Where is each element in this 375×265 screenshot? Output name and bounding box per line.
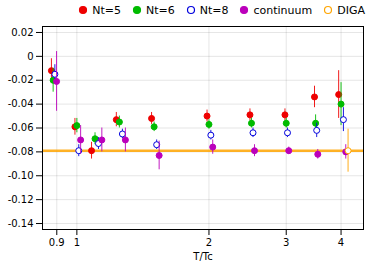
html-text:Nt=6: Nt=6 <box>146 3 175 17</box>
svg-text:0.02: 0.02 <box>11 27 33 38</box>
svg-text:-0.06: -0.06 <box>8 122 34 133</box>
svg-text:1: 1 <box>74 237 80 248</box>
html-text:DIGA: DIGA <box>337 3 365 17</box>
svg-text:-0.02: -0.02 <box>8 74 34 85</box>
svg-text:0: 0 <box>27 51 33 62</box>
svg-text:2: 2 <box>206 237 212 248</box>
svg-text:-0.14: -0.14 <box>8 218 34 229</box>
svg-text:0.9: 0.9 <box>49 237 65 248</box>
html-text:Nt=8: Nt=8 <box>199 3 229 17</box>
svg-text:-0.04: -0.04 <box>8 98 34 109</box>
svg-text:T/Tc: T/Tc <box>192 251 212 262</box>
svg-text:-0.08: -0.08 <box>8 146 34 157</box>
html-text:continuum: continuum <box>253 3 313 17</box>
svg-text:3: 3 <box>283 237 289 248</box>
html-text:Nt=5: Nt=5 <box>92 3 121 17</box>
svg-text:-0.10: -0.10 <box>8 170 34 181</box>
svg-text:-0.12: -0.12 <box>8 194 34 205</box>
svg-text:4: 4 <box>338 237 344 248</box>
